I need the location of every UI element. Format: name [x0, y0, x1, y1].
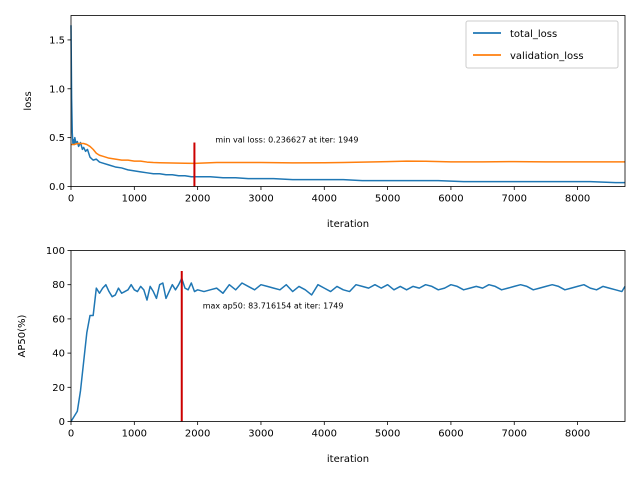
ap50-y-tick-label: 40 — [52, 349, 65, 360]
loss-x-tick-label: 0 — [68, 194, 74, 205]
legend: total_loss validation_loss — [465, 20, 619, 69]
ap50-x-tick-label: 3000 — [248, 429, 273, 440]
ap50-x-tick-label: 5000 — [375, 429, 400, 440]
loss-x-axis-label: iteration — [327, 219, 369, 230]
ap50-x-tick-label: 7000 — [502, 429, 527, 440]
loss-x-tick-label: 2000 — [185, 194, 210, 205]
ap50-x-axis-label: iteration — [327, 454, 369, 465]
ap50-x-tick-label: 1000 — [122, 429, 147, 440]
loss-x-tick-label: 5000 — [375, 194, 400, 205]
loss-x-tick-label: 6000 — [438, 194, 463, 205]
loss-x-tick-label: 3000 — [248, 194, 273, 205]
ap50-series-line — [70, 277, 626, 422]
ap50-subplot: 0 1000 2000 3000 4000 5000 6000 7000 8000 0 20 40 6… — [17, 246, 626, 465]
loss-x-tick-label: 4000 — [312, 194, 337, 205]
loss-y-tick-label: 1.5 — [49, 35, 65, 46]
loss-plot-frame — [70, 15, 626, 187]
ap50-y-tick-label: 100 — [46, 246, 65, 257]
ap50-y-tick-label: 60 — [52, 314, 65, 325]
ap50-x-tick-label: 8000 — [565, 429, 590, 440]
loss-x-tick-label: 8000 — [565, 194, 590, 205]
loss-y-tick-label: 1.0 — [49, 84, 65, 95]
ap50-y-tick-label: 80 — [52, 280, 65, 291]
ap50-x-tick-label: 2000 — [185, 429, 210, 440]
total-loss-line — [70, 25, 625, 184]
ap50-y-axis-label: AP50(%) — [17, 314, 28, 357]
loss-subplot: 0 1000 2000 3000 4000 5000 6000 7000 8000 0.0 0.5… — [23, 15, 626, 230]
min-val-loss-annotation: min val loss: 0.236627 at iter: 1949 — [215, 136, 358, 145]
loss-x-tick-label: 1000 — [122, 194, 147, 205]
ap50-x-tick-label: 0 — [68, 429, 74, 440]
loss-y-tick-label: 0.0 — [49, 182, 65, 193]
legend-label-validation-loss: validation_loss — [510, 51, 584, 62]
loss-y-axis-label: loss — [23, 91, 34, 110]
ap50-x-tick-label: 4000 — [312, 429, 337, 440]
max-ap50-annotation: max ap50: 83.716154 at iter: 1749 — [203, 302, 344, 311]
ap50-y-tick-label: 20 — [52, 383, 65, 394]
legend-label-total-loss: total_loss — [510, 29, 557, 40]
loss-x-tick-label: 7000 — [502, 194, 527, 205]
ap50-plot-frame — [70, 250, 626, 422]
validation-loss-line — [71, 142, 625, 165]
ap50-y-tick-label: 0 — [59, 417, 65, 428]
ap50-x-tick-label: 6000 — [438, 429, 463, 440]
loss-y-tick-label: 0.5 — [49, 133, 65, 144]
legend-box — [465, 20, 619, 69]
